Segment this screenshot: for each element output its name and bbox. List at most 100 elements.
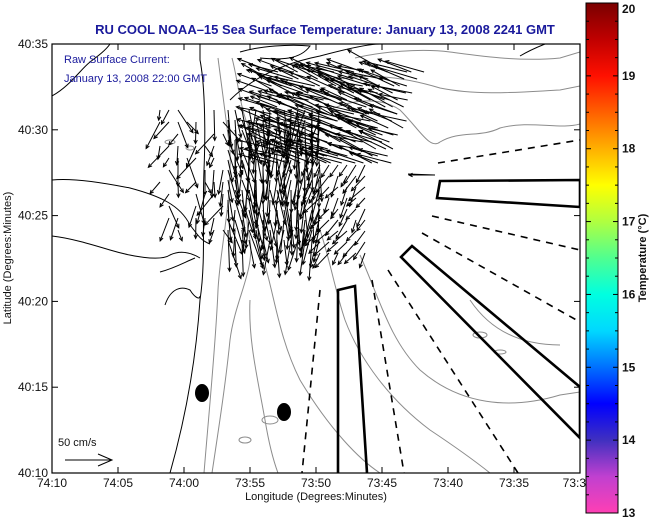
colorbar-tick-label: 15 [622, 360, 636, 374]
current-vector-arrow [168, 133, 179, 146]
current-vector-arrow [251, 77, 279, 94]
current-vector-arrow [377, 58, 412, 73]
current-vector-arrow [309, 189, 320, 222]
current-vector-arrow [316, 219, 330, 233]
current-vector-arrow [177, 121, 189, 149]
colorbar-tick-label: 18 [622, 142, 636, 156]
current-vector-arrow [286, 109, 321, 122]
current-vector-arrow [297, 64, 337, 87]
current-vector-arrow [283, 209, 291, 242]
current-vector-arrow [251, 139, 257, 175]
current-vector-arrow [335, 132, 372, 143]
current-vector-arrow [374, 84, 413, 94]
current-vector-arrow [350, 175, 366, 192]
current-vector-arrow [218, 181, 224, 208]
current-vector-arrow [320, 164, 330, 179]
current-vector-arrow [212, 109, 217, 142]
current-vector-arrow [241, 219, 247, 245]
y-axis-ticks: 40:35 40:30 40:25 40:20 40:15 40:10 [18, 37, 580, 480]
current-vector-arrow [258, 75, 292, 94]
current-vector-arrow [346, 120, 383, 136]
restricted-area-outlines [336, 178, 580, 473]
y-tick-label: 40:25 [18, 209, 48, 223]
current-vector-arrow [290, 92, 319, 108]
current-vector-arrow [222, 133, 229, 147]
current-vector-arrow [323, 103, 365, 115]
current-vector-arrow [254, 100, 294, 115]
current-vector-arrow [301, 229, 313, 266]
current-vector-arrow [222, 229, 233, 244]
current-vector-arrow [320, 87, 348, 101]
current-vector-arrow [222, 121, 242, 143]
current-vector-arrow [269, 65, 299, 80]
current-vector-arrow [231, 209, 236, 234]
current-vector-arrow [159, 217, 170, 242]
current-vector-arrow [227, 189, 235, 222]
current-vector-arrow [315, 175, 330, 194]
current-vector-arrow [368, 104, 398, 115]
y-tick-label: 40:15 [18, 380, 48, 394]
current-vector-arrow [208, 217, 215, 237]
colorbar-tick-label: 17 [622, 215, 636, 229]
current-vector-arrow [247, 63, 279, 73]
current-vector-arrow [355, 152, 392, 164]
current-vector-arrow [156, 109, 162, 122]
current-vector-arrow [312, 241, 330, 257]
current-vector-arrow [244, 219, 250, 250]
current-vector-arrow [332, 252, 339, 266]
current-vector-arrow [335, 219, 348, 240]
current-vector-arrow [308, 241, 321, 255]
current-vector-arrow [201, 217, 206, 238]
current-vector-arrow [327, 84, 362, 101]
current-vector-arrow [355, 197, 366, 209]
current-vector-arrow [262, 129, 271, 167]
current-vector-arrow [233, 239, 239, 268]
current-vector-arrow [339, 197, 348, 219]
current-vector-arrow [289, 229, 294, 256]
current-vector-arrow [304, 230, 321, 247]
colorbar-tick-label: 14 [622, 433, 636, 447]
scale-arrow-label: 50 cm/s [58, 437, 97, 449]
current-vector-arrow [337, 126, 377, 150]
current-vector-arrow [317, 74, 355, 94]
current-vector-arrow [248, 239, 257, 269]
current-vector-arrow [282, 149, 292, 178]
current-vector-arrow [248, 109, 257, 150]
current-vector-arrow [315, 65, 354, 80]
current-vector-arrow [343, 252, 357, 265]
current-vector-arrow [176, 181, 181, 199]
current-vector-arrow [248, 209, 258, 241]
current-vector-arrow [355, 164, 366, 184]
current-vector-arrow [249, 106, 280, 122]
current-vector-arrow [227, 239, 242, 280]
current-vector-arrow [284, 179, 292, 207]
current-vector-arrow [331, 230, 348, 245]
current-vector-arrow [274, 169, 285, 206]
current-vector-arrow [305, 61, 343, 73]
current-vector-arrow [280, 169, 292, 206]
current-vector-arrow [370, 69, 400, 87]
current-vector-arrow [236, 57, 273, 73]
current-vector-arrow [234, 109, 243, 139]
current-vector-arrow [356, 208, 366, 228]
current-vector-arrow [290, 64, 318, 80]
current-vector-arrow [313, 61, 355, 73]
current-vector-arrow [362, 110, 407, 122]
current-vector-arrow [177, 229, 183, 242]
current-vector-arrow [256, 58, 292, 73]
current-vector-arrow [269, 139, 278, 179]
current-vector-arrow [330, 208, 339, 220]
current-vector-arrow [294, 104, 337, 122]
current-vector-arrow [347, 86, 386, 108]
current-vector-arrow [342, 175, 357, 195]
x-tick-label: 74:10 [37, 476, 67, 490]
current-vector-arrow [370, 85, 398, 101]
current-vector-arrow [318, 147, 348, 157]
current-vector-arrow [252, 169, 257, 210]
current-vector-arrow [345, 208, 357, 221]
current-vector-arrow [347, 75, 380, 87]
current-vector-arrow [319, 88, 352, 108]
current-vector-arrow [255, 239, 264, 268]
current-vector-arrow [309, 119, 320, 144]
current-vector-arrow [276, 101, 313, 115]
